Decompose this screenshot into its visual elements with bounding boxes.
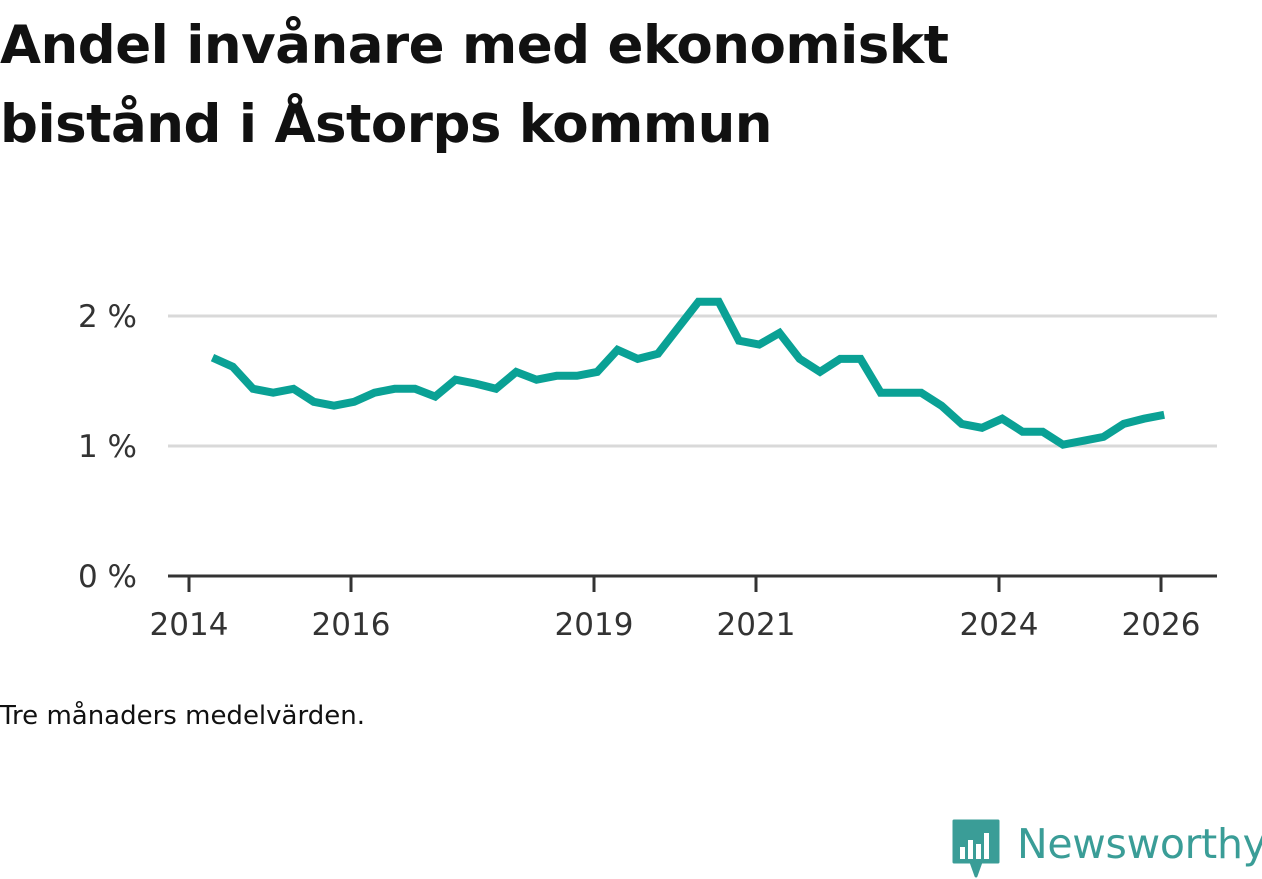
x-tick-label: 2026	[1122, 607, 1201, 643]
x-axis	[168, 574, 1217, 592]
chart-note: Tre månaders medelvärden.	[0, 701, 365, 731]
chart-title: Andel invånare med ekonomiskt bistånd i …	[0, 15, 949, 155]
brand[interactable]: Newsworthy	[951, 818, 1262, 878]
x-tick-label: 2014	[150, 607, 229, 643]
y-tick-label: 0 %	[78, 559, 137, 595]
y-tick-label: 1 %	[78, 429, 137, 465]
brand-name: Newsworthy	[1017, 820, 1262, 868]
gridlines	[168, 314, 1217, 448]
x-tick-label: 2019	[555, 607, 634, 643]
x-tick-label: 2024	[960, 607, 1039, 643]
series-layer	[210, 297, 1165, 449]
series-line	[210, 297, 1165, 449]
x-tick-label: 2021	[717, 607, 796, 643]
y-tick-labels: 0 % 1 % 2 %	[78, 299, 137, 595]
newsworthy-logo-icon	[952, 819, 1000, 878]
x-tick-labels: 2014 2016 2019 2021 2024 2026	[150, 607, 1201, 643]
y-tick-label: 2 %	[78, 299, 137, 335]
x-tick-label: 2016	[312, 607, 391, 643]
